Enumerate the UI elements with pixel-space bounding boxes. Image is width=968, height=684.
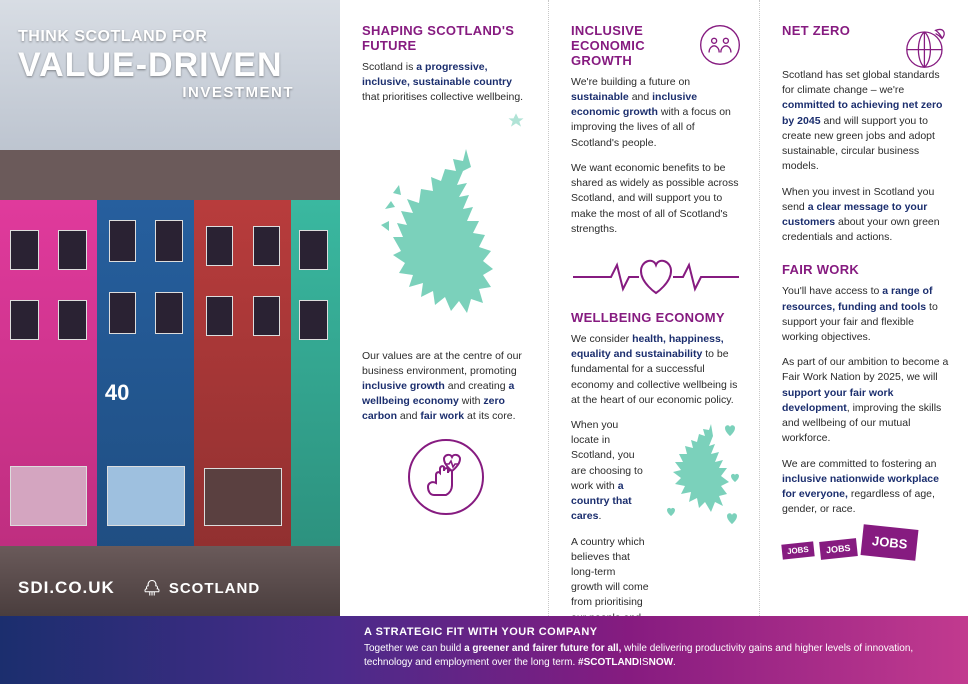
footer-bar: A STRATEGIC FIT WITH YOUR COMPANY Togeth…: [0, 616, 968, 684]
text-fairwork-p3: We are committed to fostering an inclusi…: [782, 457, 950, 518]
text-netzero-p2: When you invest in Scotland you send a c…: [782, 185, 950, 246]
heading-fair-work: FAIR WORK: [782, 263, 950, 278]
scotland-map-icon: [371, 141, 521, 331]
jobs-tag-med: JOBS: [819, 539, 857, 561]
hand-heart-icon: [406, 437, 486, 517]
jobs-tags-row: JOBS JOBS JOBS: [782, 527, 950, 558]
brand-scotland: SCOTLAND: [143, 579, 260, 597]
brand-url: SDI.CO.UK: [18, 578, 115, 598]
text-wellbeing-p2: When you locate in Scotland, you are cho…: [571, 418, 649, 525]
brand-scotland-text: SCOTLAND: [169, 580, 260, 597]
jobs-tag-large: JOBS: [861, 525, 919, 562]
hero-title-main: VALUE-DRIVEN: [18, 48, 330, 82]
column-shaping-future: SHAPING SCOTLAND'S FUTURE Scotland is a …: [340, 0, 549, 616]
page-main: 40 THINK SCOTLAND FOR VALUE-DR: [0, 0, 968, 616]
text-shaping-p1: Scotland is a progressive, inclusive, su…: [362, 60, 530, 106]
column-middle: INCLUSIVE ECONOMIC GROWTH We're building…: [549, 0, 760, 616]
jobs-tag-small: JOBS: [781, 542, 814, 560]
text-fairwork-p2: As part of our ambition to become a Fair…: [782, 355, 950, 446]
building-number: 40: [105, 380, 129, 406]
people-circle-icon: [699, 24, 741, 66]
fairy-icon: [506, 110, 526, 130]
hero-title-sub: INVESTMENT: [18, 84, 330, 101]
hero-photo-column: 40 THINK SCOTLAND FOR VALUE-DR: [0, 0, 340, 616]
text-shaping-p2: Our values are at the centre of our busi…: [362, 349, 530, 425]
heading-inclusive-growth: INCLUSIVE ECONOMIC GROWTH: [571, 24, 691, 69]
heading-wellbeing: WELLBEING ECONOMY: [571, 311, 741, 326]
footer-text: Together we can build a greener and fair…: [364, 642, 924, 670]
hero-title-line1: THINK SCOTLAND FOR: [18, 28, 330, 46]
text-inclusive-p1: We're building a future on sustainable a…: [571, 75, 741, 151]
text-netzero-p1: Scotland has set global standards for cl…: [782, 68, 950, 175]
column-right: NET ZERO Scotland has set global standar…: [760, 0, 968, 616]
heading-shaping: SHAPING SCOTLAND'S FUTURE: [362, 24, 530, 54]
hero-brand-row: SDI.CO.UK SCOTLAND: [18, 578, 330, 598]
hero-title-block: THINK SCOTLAND FOR VALUE-DRIVEN INVESTME…: [18, 28, 330, 101]
text-inclusive-p2: We want economic benefits to be shared a…: [571, 161, 741, 237]
heartbeat-icon: [571, 247, 741, 301]
footer-heading: A STRATEGIC FIT WITH YOUR COMPANY: [364, 626, 944, 638]
scotland-logo-icon: [143, 579, 161, 597]
text-wellbeing-p1: We consider health, happiness, equality …: [571, 332, 741, 408]
text-fairwork-p1: You'll have access to a range of resourc…: [782, 284, 950, 345]
heading-net-zero: NET ZERO: [782, 24, 894, 39]
scotland-hearts-icon: [659, 418, 741, 538]
globe-leaf-icon: [902, 24, 950, 72]
